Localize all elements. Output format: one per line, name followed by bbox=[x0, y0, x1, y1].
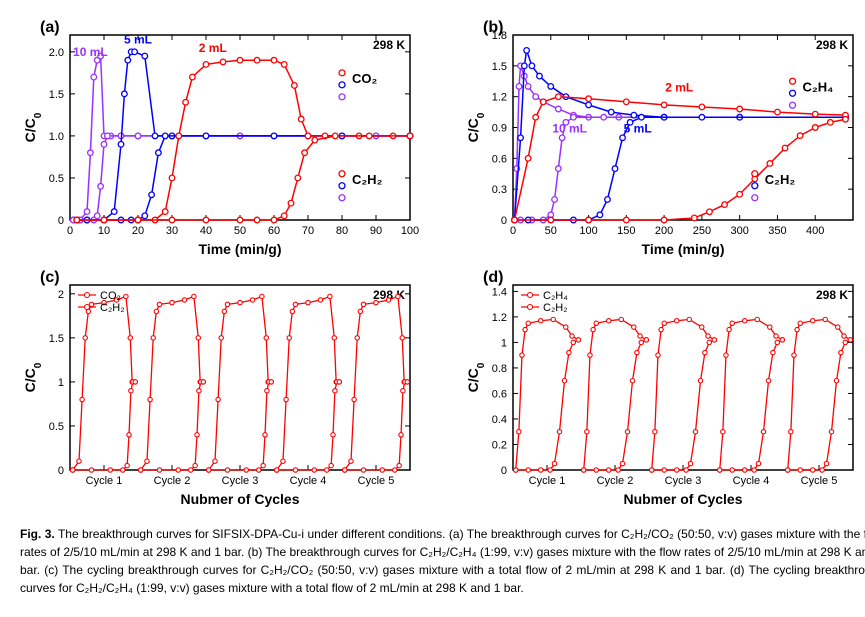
svg-text:298 K: 298 K bbox=[373, 38, 405, 52]
panel-c: 0 0.5 1 1.5 2 Cycle 1 Cycle 2 Cycle 3 Cycle 4 Cyc… bbox=[20, 270, 443, 510]
svg-text:Nubmer of Cycles: Nubmer of Cycles bbox=[180, 491, 299, 507]
panel-a: 0 10 20 30 40 50 60 70 80 90 100 0 0.5 1.0 1.5 2.0 Time … bbox=[20, 20, 443, 260]
panel-b: 0 50 100 150 200 250 300 350 400 0 0.3 0.6 0.9 1.2 1.5… bbox=[463, 20, 865, 260]
svg-text:0.5: 0.5 bbox=[49, 421, 64, 433]
figure-grid: 010203040506070809010000.51.01.52.0Time … bbox=[20, 20, 865, 510]
svg-text:10: 10 bbox=[98, 225, 110, 237]
svg-text:Cycle 5: Cycle 5 bbox=[358, 475, 395, 487]
svg-text:Cycle 4: Cycle 4 bbox=[732, 475, 769, 487]
svg-text:0.6: 0.6 bbox=[491, 388, 506, 400]
svg-text:Cycle 1: Cycle 1 bbox=[528, 475, 565, 487]
svg-text:1.4: 1.4 bbox=[491, 286, 506, 298]
svg-text:Nubmer of Cycles: Nubmer of Cycles bbox=[623, 491, 742, 507]
svg-text:5 mL: 5 mL bbox=[623, 122, 651, 136]
svg-text:350: 350 bbox=[768, 225, 786, 237]
svg-text:(b): (b) bbox=[483, 20, 503, 36]
svg-text:0.3: 0.3 bbox=[491, 184, 506, 196]
svg-text:70: 70 bbox=[302, 225, 314, 237]
svg-text:1.5: 1.5 bbox=[49, 89, 64, 101]
svg-text:0.5: 0.5 bbox=[49, 173, 64, 185]
svg-text:C/C0: C/C0 bbox=[22, 362, 44, 392]
svg-text:400: 400 bbox=[806, 225, 824, 237]
svg-text:50: 50 bbox=[544, 225, 556, 237]
svg-text:Cycle 1: Cycle 1 bbox=[86, 475, 123, 487]
svg-text:10 mL: 10 mL bbox=[552, 122, 587, 136]
svg-text:100: 100 bbox=[579, 225, 597, 237]
svg-text:0: 0 bbox=[509, 225, 515, 237]
svg-text:(a): (a) bbox=[40, 20, 60, 36]
svg-text:5 mL: 5 mL bbox=[124, 32, 152, 46]
svg-text:0.2: 0.2 bbox=[491, 439, 506, 451]
svg-text:C₂H₄: C₂H₄ bbox=[802, 79, 833, 94]
svg-text:Time (min/g): Time (min/g) bbox=[641, 241, 724, 257]
svg-text:0.6: 0.6 bbox=[491, 153, 506, 165]
svg-text:40: 40 bbox=[200, 225, 212, 237]
svg-text:50: 50 bbox=[234, 225, 246, 237]
svg-text:90: 90 bbox=[370, 225, 382, 237]
svg-text:1.2: 1.2 bbox=[491, 92, 506, 104]
svg-text:0: 0 bbox=[58, 465, 64, 477]
svg-text:Cycle 5: Cycle 5 bbox=[800, 475, 837, 487]
svg-text:150: 150 bbox=[617, 225, 635, 237]
figure-label: Fig. 3. bbox=[20, 527, 55, 541]
figure-caption: Fig. 3. The breakthrough curves for SIFS… bbox=[20, 525, 865, 597]
svg-text:1.0: 1.0 bbox=[49, 131, 64, 143]
svg-text:1: 1 bbox=[58, 377, 64, 389]
svg-text:1.5: 1.5 bbox=[49, 333, 64, 345]
svg-text:Cycle 3: Cycle 3 bbox=[222, 475, 259, 487]
svg-text:CO₂: CO₂ bbox=[100, 290, 121, 302]
svg-text:Time (min/g): Time (min/g) bbox=[199, 241, 282, 257]
svg-text:20: 20 bbox=[132, 225, 144, 237]
svg-text:1.2: 1.2 bbox=[491, 312, 506, 324]
svg-text:Cycle 4: Cycle 4 bbox=[290, 475, 327, 487]
svg-text:0: 0 bbox=[67, 225, 73, 237]
svg-text:C₂H₂: C₂H₂ bbox=[543, 302, 567, 314]
svg-text:0.9: 0.9 bbox=[491, 123, 506, 135]
svg-text:Cycle 2: Cycle 2 bbox=[154, 475, 191, 487]
svg-text:0.4: 0.4 bbox=[491, 414, 506, 426]
svg-text:C₂H₂: C₂H₂ bbox=[352, 172, 383, 187]
svg-text:250: 250 bbox=[692, 225, 710, 237]
svg-text:(d): (d) bbox=[483, 270, 503, 286]
svg-text:1: 1 bbox=[500, 337, 506, 349]
svg-text:Cycle 3: Cycle 3 bbox=[664, 475, 701, 487]
svg-text:2 mL: 2 mL bbox=[199, 41, 227, 55]
figure-caption-text: The breakthrough curves for SIFSIX-DPA-C… bbox=[20, 527, 865, 595]
svg-text:298 K: 298 K bbox=[815, 38, 847, 52]
svg-text:300: 300 bbox=[730, 225, 748, 237]
svg-text:C/C0: C/C0 bbox=[465, 362, 487, 392]
svg-text:0: 0 bbox=[500, 465, 506, 477]
svg-text:2.0: 2.0 bbox=[49, 47, 64, 59]
svg-text:1.5: 1.5 bbox=[491, 61, 506, 73]
svg-text:60: 60 bbox=[268, 225, 280, 237]
svg-text:2: 2 bbox=[58, 289, 64, 301]
svg-text:100: 100 bbox=[401, 225, 419, 237]
svg-text:200: 200 bbox=[654, 225, 672, 237]
svg-text:30: 30 bbox=[166, 225, 178, 237]
svg-text:C/C0: C/C0 bbox=[22, 112, 44, 142]
svg-text:C₂H₂: C₂H₂ bbox=[764, 172, 795, 187]
svg-text:C₂H₂: C₂H₂ bbox=[100, 302, 124, 314]
svg-text:2 mL: 2 mL bbox=[665, 81, 693, 95]
panel-d: 0 0.2 0.4 0.6 0.8 1 1.2 1.4 Cycle 1 Cycle 2 Cycle … bbox=[463, 270, 865, 510]
svg-text:0.8: 0.8 bbox=[491, 363, 506, 375]
svg-text:Cycle 2: Cycle 2 bbox=[596, 475, 633, 487]
svg-text:80: 80 bbox=[336, 225, 348, 237]
svg-text:0: 0 bbox=[500, 215, 506, 227]
svg-text:(c): (c) bbox=[40, 270, 60, 286]
svg-text:10 mL: 10 mL bbox=[73, 45, 108, 59]
svg-text:C₂H₄: C₂H₄ bbox=[543, 290, 568, 302]
svg-text:298 K: 298 K bbox=[815, 288, 847, 302]
svg-text:C/C0: C/C0 bbox=[465, 112, 487, 142]
svg-text:0: 0 bbox=[58, 215, 64, 227]
svg-text:CO₂: CO₂ bbox=[352, 71, 378, 86]
